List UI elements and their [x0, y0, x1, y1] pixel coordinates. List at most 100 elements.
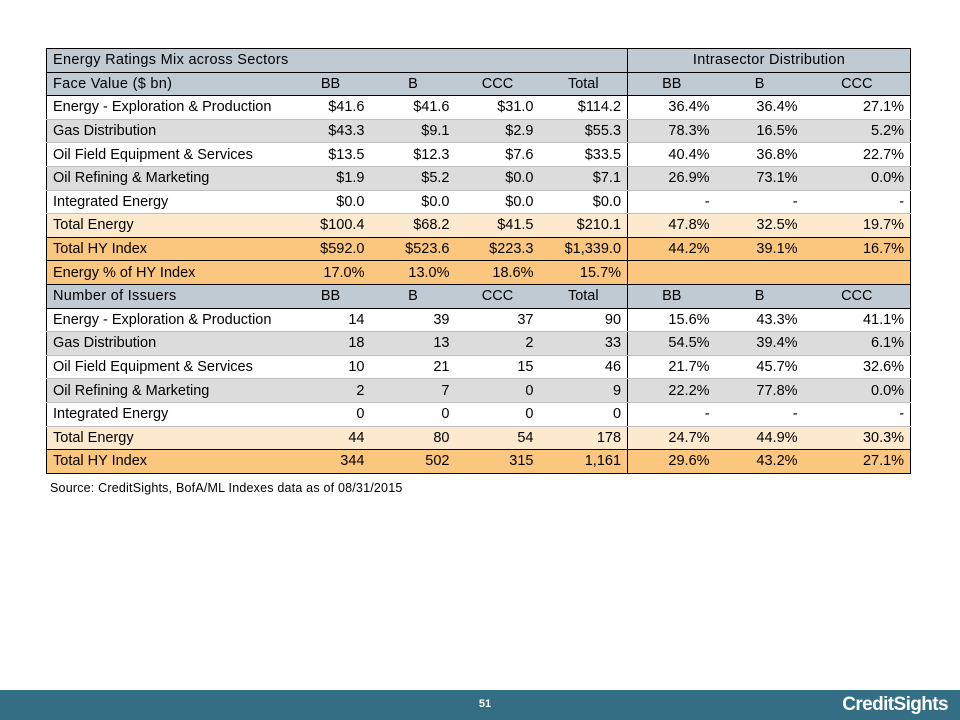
table-cell: 2 — [455, 331, 540, 356]
table-cell: - — [715, 189, 804, 215]
table-cell: 21.7% — [627, 354, 716, 380]
row-label: Total HY Index — [46, 449, 291, 474]
table-row: Total Energy $100.4 $68.2 $41.5 $210.1 47.8% 3… — [46, 213, 912, 238]
row-label: Total Energy — [46, 425, 291, 451]
table-cell: 78.3% — [627, 118, 716, 144]
intrasector-title: Intrasector Distribution — [627, 48, 912, 73]
table-cell: 9 — [539, 378, 629, 403]
column-header: Total — [539, 283, 629, 309]
row-label: Oil Field Equipment & Services — [46, 142, 291, 167]
table-cell: 502 — [370, 449, 456, 474]
table-cell: 18 — [290, 331, 371, 356]
row-label: Integrated Energy — [46, 401, 291, 427]
table-cell: 43.2% — [715, 449, 804, 474]
table-cell: $41.6 — [290, 95, 371, 120]
table-cell: 5.2% — [803, 118, 912, 144]
row-label: Oil Refining & Marketing — [46, 378, 291, 403]
table-row: Integrated Energy 0 0 0 0- - - — [46, 401, 912, 427]
table-cell: 22.2% — [627, 378, 716, 403]
table-cell: 29.6% — [627, 449, 716, 474]
table-row: Energy - Exploration & Production $41.6 $4… — [46, 95, 912, 120]
column-header: BB — [627, 71, 716, 97]
table-cell: 27.1% — [803, 95, 912, 120]
section-header-row: Number of Issuers BB B CCC Total BB B CCC — [46, 283, 912, 309]
table-cell: 26.9% — [627, 165, 716, 191]
table-cell: $0.0 — [539, 189, 629, 215]
table-cell: 73.1% — [715, 165, 804, 191]
table-cell: 13 — [370, 331, 456, 356]
table-cell: 36.8% — [715, 142, 804, 167]
table-cell: $0.0 — [455, 189, 540, 215]
table-cell: - — [627, 189, 716, 215]
table-row: Integrated Energy $0.0 $0.0 $0.0 $0.0- - - — [46, 189, 912, 215]
row-label: Gas Distribution — [46, 331, 291, 356]
table-cell: 30.3% — [803, 425, 912, 451]
table-cell: $0.0 — [455, 165, 540, 191]
table-cell: 16.5% — [715, 118, 804, 144]
row-label: Total HY Index — [46, 236, 291, 262]
table-cell: $13.5 — [290, 142, 371, 167]
table-cell: 44.2% — [627, 236, 716, 262]
table-cell: $7.6 — [455, 142, 540, 167]
table-cell: 315 — [455, 449, 540, 474]
empty-cell — [627, 260, 912, 285]
table-cell: 15.6% — [627, 307, 716, 333]
creditsights-logo: CreditSights — [842, 694, 948, 715]
table-cell: 39 — [370, 307, 456, 333]
row-label: Energy - Exploration & Production — [46, 307, 291, 333]
table-cell: 36.4% — [627, 95, 716, 120]
table-cell: 2 — [290, 378, 371, 403]
table-cell: $1,339.0 — [539, 236, 629, 262]
table-cell: 39.1% — [715, 236, 804, 262]
table-cell: $7.1 — [539, 165, 629, 191]
table-cell: 15.7% — [539, 260, 629, 285]
row-label: Oil Field Equipment & Services — [46, 354, 291, 380]
table-cell: $2.9 — [455, 118, 540, 144]
table-cell: 0 — [539, 401, 629, 427]
table-cell: $210.1 — [539, 213, 629, 238]
table-cell: $43.3 — [290, 118, 371, 144]
table-cell: $41.5 — [455, 213, 540, 238]
table-title: Energy Ratings Mix across Sectors — [45, 48, 629, 73]
column-header: BB — [290, 283, 371, 309]
row-label: Total Energy — [46, 213, 291, 238]
table-row: Oil Field Equipment & Services $13.5 $12.3… — [46, 142, 912, 167]
table-cell: - — [803, 401, 912, 427]
row-label: Gas Distribution — [46, 118, 291, 144]
table-cell: 45.7% — [715, 354, 804, 380]
table-cell: $68.2 — [370, 213, 456, 238]
table-cell: 0 — [455, 401, 540, 427]
column-header: CCC — [803, 283, 912, 309]
table-cell: - — [715, 401, 804, 427]
table-cell: 14 — [290, 307, 371, 333]
table-row: Total Energy 44 80 54 178 24.7% 44.9% 30.3% — [46, 425, 912, 451]
table-cell: $41.6 — [370, 95, 456, 120]
table-cell: $31.0 — [455, 95, 540, 120]
table-cell: 13.0% — [370, 260, 456, 285]
table-cell: 6.1% — [803, 331, 912, 356]
column-header: CCC — [455, 71, 540, 97]
table-cell: $33.5 — [539, 142, 629, 167]
table-cell: 46 — [539, 354, 629, 380]
table-cell: 24.7% — [627, 425, 716, 451]
table-cell: 17.0% — [290, 260, 371, 285]
table-cell: $5.2 — [370, 165, 456, 191]
table-cell: 27.1% — [803, 449, 912, 474]
table-cell: 0 — [455, 378, 540, 403]
table-cell: - — [627, 401, 716, 427]
column-header: CCC — [455, 283, 540, 309]
table-cell: $100.4 — [290, 213, 371, 238]
table-cell: 44 — [290, 425, 371, 451]
table-cell: 10 — [290, 354, 371, 380]
source-note: Source: CreditSights, BofA/ML Indexes da… — [50, 481, 403, 495]
row-label: Energy % of HY Index — [46, 260, 291, 285]
column-header: B — [370, 283, 456, 309]
table-cell: 36.4% — [715, 95, 804, 120]
table-row: Energy % of HY Index 17.0% 13.0% 18.6% 15.7% — [46, 260, 912, 285]
table-cell: $523.6 — [370, 236, 456, 262]
table-cell: 32.6% — [803, 354, 912, 380]
table-cell: $55.3 — [539, 118, 629, 144]
table-cell: - — [803, 189, 912, 215]
table-cell: $0.0 — [370, 189, 456, 215]
column-header: BB — [290, 71, 371, 97]
